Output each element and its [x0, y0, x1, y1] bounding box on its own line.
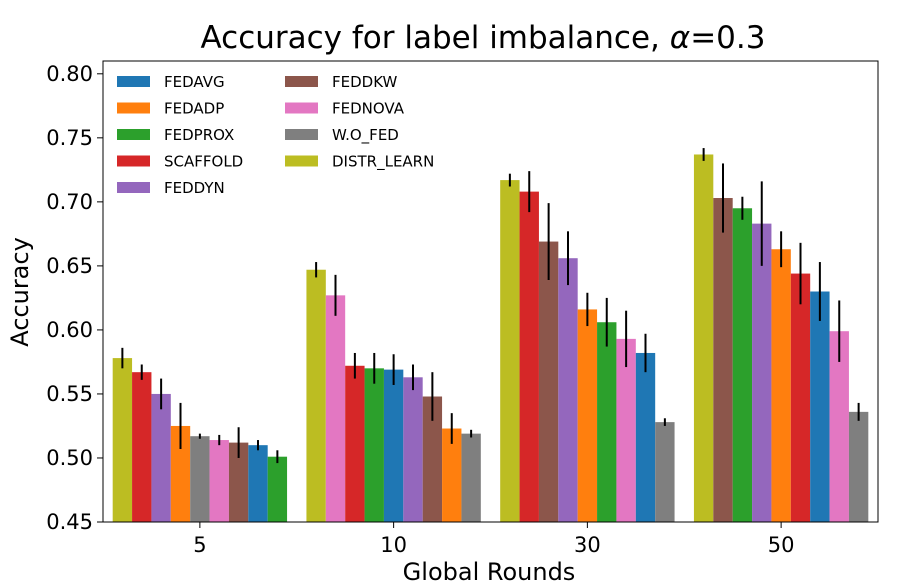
y-axis: 0.45 0.50 0.55 0.60 0.65 0.70 0.75 0.80 — [46, 62, 103, 534]
bar-fedavg-10 — [383, 369, 404, 522]
bar-feddyn-10 — [403, 377, 423, 522]
x-tick-label: 5 — [193, 533, 206, 557]
bar-scaffold-5 — [132, 372, 152, 522]
legend-swatch-fedprox — [117, 129, 150, 140]
legend-label: W.O_FED — [332, 126, 399, 145]
legend-swatch-fedadp — [117, 102, 150, 114]
bar-distr-learn-10 — [306, 269, 326, 522]
bar-distr-learn-30 — [500, 180, 520, 522]
bar-feddkw-5 — [228, 442, 249, 522]
y-tick-label: 0.75 — [46, 126, 93, 150]
legend-swatch-scaffold — [117, 155, 150, 167]
bar-scaffold-30 — [519, 191, 539, 522]
bar-fedadp-50 — [771, 249, 791, 522]
x-axis: 5 10 30 50 — [193, 522, 794, 557]
x-tick-label: 50 — [768, 533, 795, 557]
y-axis-label: Accuracy — [6, 237, 34, 347]
bars-group — [112, 148, 869, 522]
y-tick-label: 0.50 — [46, 446, 93, 470]
legend: FEDAVG FEDADP FEDPROX SCAFFOLD FEDDYN FEDDKW F… — [117, 73, 434, 197]
bar-feddyn-5 — [151, 393, 171, 522]
legend-label: DISTR_LEARN — [332, 153, 434, 172]
bar-fedprox-50 — [732, 208, 753, 522]
bar-feddkw-10 — [422, 396, 443, 522]
legend-label: FEDPROX — [164, 126, 234, 144]
y-tick-label: 0.65 — [46, 254, 93, 278]
legend-swatch-feddyn — [117, 182, 150, 193]
chart-title: Accuracy for label imbalance, α=0.3 — [201, 20, 766, 56]
bar-fedadp-30 — [577, 309, 598, 522]
x-tick-label: 10 — [380, 533, 407, 557]
bar-feddyn-30 — [558, 258, 578, 522]
bar-fedprox-10 — [364, 368, 384, 522]
bar-fednova-30 — [616, 338, 636, 522]
x-axis-label: Global Rounds — [403, 558, 576, 586]
legend-swatch-fedavg — [117, 76, 150, 87]
legend-label: FEDAVG — [164, 73, 225, 91]
bar-fedavg-30 — [635, 352, 656, 522]
legend-swatch-distr-learn — [285, 155, 318, 167]
bar-fedadp-10 — [442, 428, 462, 522]
bar-fednova-50 — [829, 331, 849, 522]
bar-feddkw-50 — [713, 198, 733, 522]
y-tick-label: 0.60 — [46, 318, 93, 342]
bar-feddyn-50 — [752, 223, 772, 522]
bar-fedadp-5 — [170, 425, 191, 522]
bar-scaffold-10 — [345, 365, 365, 522]
legend-label: FEDADP — [164, 100, 224, 118]
bar-distr-learn-50 — [693, 154, 714, 522]
y-tick-label: 0.70 — [46, 190, 93, 214]
plot-frame — [102, 60, 879, 523]
y-tick-label: 0.55 — [46, 382, 93, 406]
bar-fednova-10 — [325, 295, 346, 522]
legend-label: FEDDYN — [164, 179, 225, 197]
bar-fedprox-30 — [597, 322, 617, 522]
legend-swatch-fednova — [285, 102, 318, 114]
bar-w-o-fed-5 — [190, 436, 210, 522]
bar-fednova-5 — [209, 440, 229, 522]
legend-swatch-w-o-fed — [285, 129, 318, 140]
legend-label: FEDNOVA — [332, 100, 405, 118]
bar-fedprox-5 — [267, 456, 288, 522]
y-tick-label: 0.45 — [46, 510, 93, 534]
bar-w-o-fed-10 — [461, 433, 481, 522]
y-tick-label: 0.80 — [46, 62, 93, 86]
legend-swatch-feddkw — [285, 76, 318, 87]
x-tick-label: 30 — [574, 533, 601, 557]
bar-w-o-fed-50 — [848, 411, 869, 522]
bar-scaffold-50 — [790, 273, 811, 522]
bar-fedavg-50 — [810, 291, 830, 522]
bar-fedavg-5 — [248, 445, 268, 522]
bar-feddkw-30 — [538, 241, 559, 522]
bar-distr-learn-5 — [112, 358, 133, 522]
legend-label: FEDDKW — [332, 73, 398, 91]
bar-w-o-fed-30 — [655, 422, 675, 522]
legend-label: SCAFFOLD — [164, 153, 243, 171]
